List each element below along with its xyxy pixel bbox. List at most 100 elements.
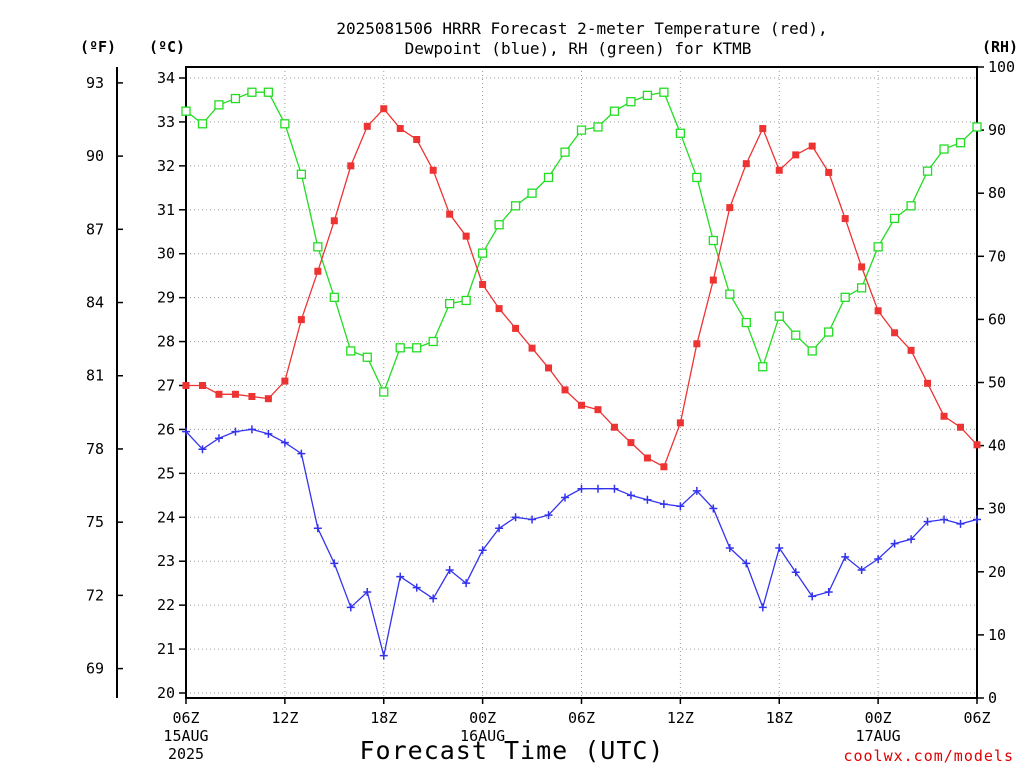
dewpoint-point <box>297 449 306 458</box>
fahrenheit-unit-label: (ºF) <box>80 38 116 56</box>
rh-tick-label: 30 <box>988 500 1006 518</box>
rh-point <box>412 343 422 353</box>
dewpoint-point <box>577 484 586 493</box>
temperature-point <box>528 344 536 352</box>
fahrenheit-tick-label: 78 <box>86 440 104 458</box>
dewpoint-point <box>396 572 405 581</box>
dewpoint-point <box>495 524 504 533</box>
rh-point <box>197 119 208 129</box>
dewpoint-point <box>940 515 949 524</box>
temperature-point <box>676 419 684 427</box>
dewpoint-point <box>445 566 454 574</box>
temperature-point <box>907 346 915 354</box>
x-tick-label: 06Z <box>963 709 990 727</box>
temperature-point <box>512 324 520 332</box>
rh-point <box>263 87 274 97</box>
temperature-point <box>462 232 470 240</box>
temperature-point <box>940 412 948 420</box>
temperature-point <box>429 166 437 174</box>
temperature-point <box>347 162 355 170</box>
x-tick-label: 18Z <box>370 709 397 727</box>
temperature-point <box>775 166 783 174</box>
rh-point <box>856 283 867 293</box>
series-rh <box>181 87 982 397</box>
dewpoint-point <box>182 427 190 436</box>
fahrenheit-tick-label: 69 <box>86 660 104 678</box>
rh-point <box>346 346 356 356</box>
series-dewpoint <box>182 425 981 660</box>
rh-point <box>379 387 389 397</box>
dewpoint-point <box>907 535 916 544</box>
temperature-point <box>808 142 816 150</box>
rh-unit-label: (RH) <box>982 38 1018 56</box>
temperature-point <box>594 406 602 414</box>
temperature-point <box>858 263 866 271</box>
dewpoint-point <box>692 486 701 495</box>
dewpoint-point <box>412 583 421 592</box>
plot-series <box>181 87 982 660</box>
x-tick-label: 00Z <box>865 709 892 727</box>
temperature-point <box>841 215 849 223</box>
rh-point <box>593 122 603 132</box>
rh-tick-label: 0 <box>988 689 997 707</box>
dewpoint-point <box>214 434 223 443</box>
rh-point <box>214 100 224 110</box>
series-temperature <box>182 105 981 471</box>
dewpoint-point <box>313 524 322 533</box>
dewpoint-point <box>280 438 289 447</box>
rh-point <box>362 352 372 362</box>
celsius-tick-label: 31 <box>157 201 175 219</box>
rh-point <box>543 172 554 183</box>
temperature-point <box>578 401 585 409</box>
fahrenheit-tick-label: 90 <box>86 147 104 165</box>
celsius-tick-label: 28 <box>157 333 175 351</box>
temperature-point <box>627 439 635 447</box>
rh-point <box>972 122 982 132</box>
dewpoint-point <box>478 546 487 555</box>
dewpoint-point <box>890 539 899 548</box>
dewpoint-point <box>709 504 718 513</box>
x-tick-label: 16AUG <box>460 727 505 745</box>
temperature-point <box>545 364 553 372</box>
temperature-point <box>446 210 454 218</box>
temperature-point <box>693 340 701 348</box>
rh-point <box>626 97 636 107</box>
fahrenheit-tick-label: 75 <box>86 513 104 531</box>
dewpoint-point <box>429 594 438 603</box>
rh-tick-label: 50 <box>988 374 1006 392</box>
rh-tick-label: 100 <box>988 58 1015 76</box>
dewpoint-point <box>528 515 537 524</box>
grid <box>186 67 977 698</box>
dewpoint-point <box>808 592 817 601</box>
dewpoint-point <box>379 651 388 660</box>
rh-point <box>280 119 290 129</box>
x-axis-title: Forecast Time (UTC) <box>360 736 665 765</box>
x-tick-label: 06Z <box>568 709 595 727</box>
dewpoint-point <box>923 517 932 526</box>
rh-point <box>445 298 455 309</box>
temperature-point <box>742 160 750 168</box>
rh-point <box>527 188 537 198</box>
rh-point <box>791 330 801 340</box>
temperature-point <box>874 307 882 315</box>
temperature-point <box>957 423 965 431</box>
dewpoint-point <box>264 429 273 438</box>
rh-point <box>922 166 933 176</box>
temperature-point <box>495 305 503 313</box>
dewpoint-point <box>956 519 965 528</box>
dewpoint-point <box>198 445 207 454</box>
rh-point <box>741 317 751 328</box>
rh-point <box>494 220 504 230</box>
rh-point <box>230 93 241 104</box>
rh-point <box>510 201 521 211</box>
temperature-point <box>380 105 388 113</box>
chart-title: 2025081506 HRRR Forecast 2-meter Tempera… <box>336 19 827 58</box>
temperature-point <box>413 136 421 143</box>
dewpoint-point <box>330 559 339 568</box>
rh-point <box>906 201 916 211</box>
rh-point <box>461 295 471 306</box>
dewpoint-point <box>363 587 372 596</box>
dewpoint-point <box>643 495 652 504</box>
